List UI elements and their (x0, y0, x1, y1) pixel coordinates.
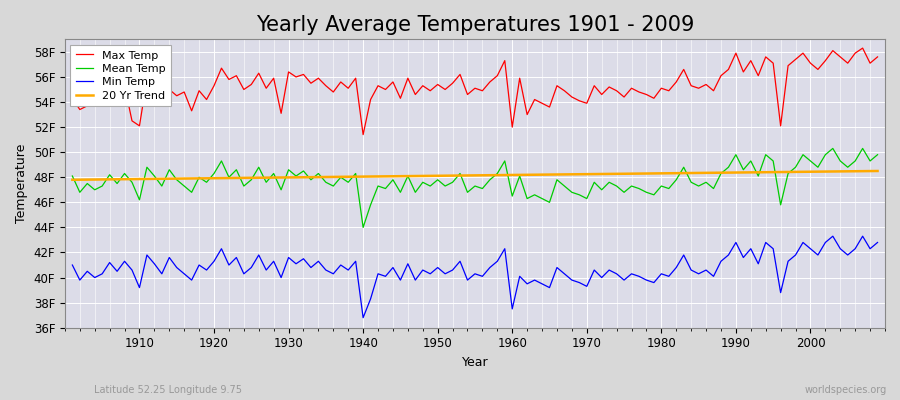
Min Temp (872, 240, 883, 245)
Mean Temp (357, 225, 368, 230)
Min Temp (514, 274, 525, 279)
Max Temp (336, 80, 346, 84)
Line: Max Temp: Max Temp (72, 48, 878, 135)
Mean Temp (827, 146, 838, 151)
Min Temp (604, 268, 615, 272)
Text: Latitude 52.25 Longitude 9.75: Latitude 52.25 Longitude 9.75 (94, 385, 242, 395)
Mean Temp (514, 174, 525, 178)
Max Temp (357, 132, 368, 137)
Min Temp (357, 315, 368, 320)
Mean Temp (67, 174, 77, 178)
Mean Temp (872, 152, 883, 157)
Max Temp (507, 125, 517, 130)
Min Temp (127, 268, 138, 272)
Min Temp (827, 234, 838, 238)
Line: Mean Temp: Mean Temp (72, 148, 878, 228)
Min Temp (291, 261, 302, 266)
Mean Temp (336, 175, 346, 180)
Min Temp (67, 263, 77, 268)
Mean Temp (127, 180, 138, 185)
Mean Temp (291, 174, 302, 178)
Y-axis label: Temperature: Temperature (15, 144, 28, 223)
Max Temp (857, 46, 868, 50)
Max Temp (67, 96, 77, 101)
Max Temp (872, 54, 883, 59)
Mean Temp (604, 180, 615, 185)
Max Temp (127, 118, 138, 123)
Max Temp (514, 76, 525, 81)
Legend: Max Temp, Mean Temp, Min Temp, 20 Yr Trend: Max Temp, Mean Temp, Min Temp, 20 Yr Tre… (70, 45, 171, 106)
Min Temp (507, 306, 517, 311)
Max Temp (291, 74, 302, 79)
Min Temp (336, 263, 346, 268)
X-axis label: Year: Year (462, 356, 489, 369)
Title: Yearly Average Temperatures 1901 - 2009: Yearly Average Temperatures 1901 - 2009 (256, 15, 694, 35)
Text: worldspecies.org: worldspecies.org (805, 385, 886, 395)
Line: Min Temp: Min Temp (72, 236, 878, 318)
Mean Temp (507, 194, 517, 198)
Max Temp (604, 84, 615, 89)
